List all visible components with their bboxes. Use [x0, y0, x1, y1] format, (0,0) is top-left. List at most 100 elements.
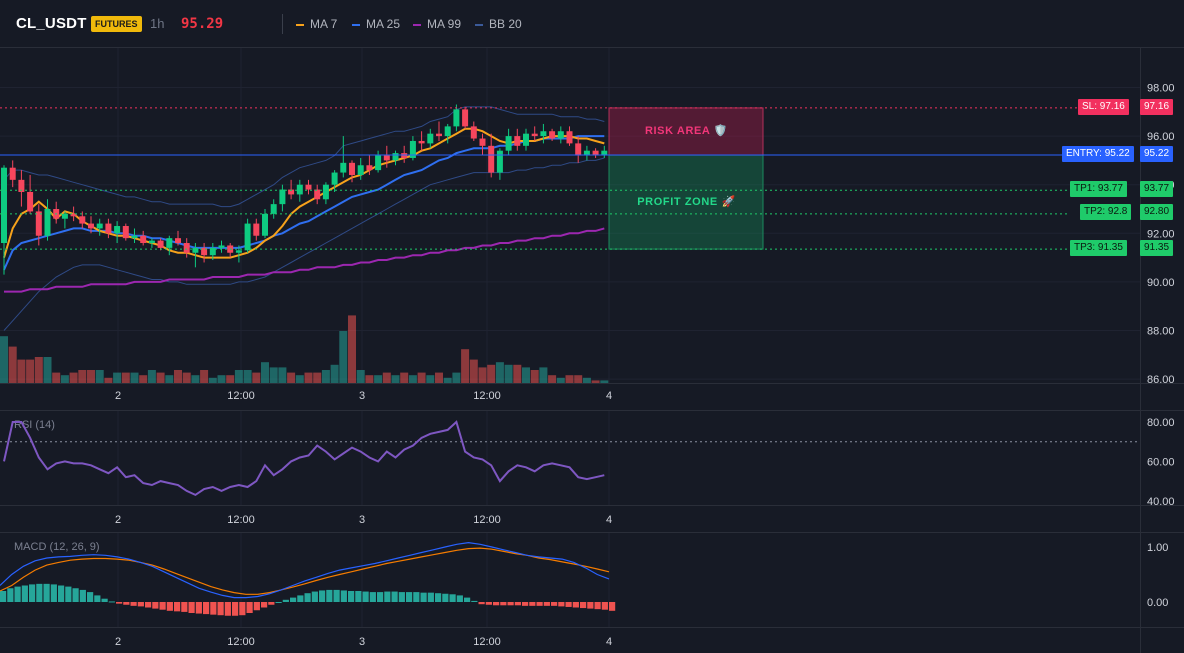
candle-body	[531, 133, 538, 137]
volume-bar	[0, 336, 8, 383]
macd-histogram-bar	[275, 602, 282, 603]
candle-body	[453, 109, 460, 127]
risk-area-zone[interactable]	[608, 107, 764, 156]
volume-bar	[43, 357, 52, 383]
macd-histogram-bar	[464, 597, 471, 602]
volume-bar	[556, 377, 565, 383]
candle-body	[366, 165, 373, 171]
macd-histogram-bar	[116, 602, 123, 604]
macd-histogram-bar	[456, 595, 463, 602]
candle-body	[79, 216, 86, 224]
candle-body	[270, 204, 277, 214]
macd-histogram-bar	[355, 591, 362, 602]
volume-bar	[304, 372, 313, 383]
candle-body	[44, 209, 51, 236]
timeframe-label[interactable]: 1h	[150, 16, 165, 31]
candle-body	[70, 213, 77, 217]
macd-histogram-bar	[50, 584, 57, 602]
candle-body	[192, 247, 199, 253]
volume-bar	[17, 359, 26, 383]
volume-bar	[582, 377, 591, 383]
rsi-pane[interactable]: 80.00 60.00 40.00 RSI (14)	[0, 417, 1175, 508]
volume-bar	[374, 375, 383, 383]
candle-body	[279, 189, 286, 205]
candle-body	[175, 238, 181, 244]
candle-body	[575, 143, 582, 156]
macd-histogram-bar	[188, 602, 195, 613]
macd-tick-label: 0.00	[1147, 597, 1168, 609]
volume-bar	[348, 315, 356, 383]
price-tick-label: 92.00	[1147, 228, 1175, 240]
tp2-axis-label: 92.80	[1140, 204, 1174, 220]
legend-ma7-label: MA 7	[310, 17, 338, 31]
macd-histogram-bar	[580, 602, 587, 609]
candle-body	[514, 136, 521, 146]
legend-ma99[interactable]: MA 99	[413, 0, 461, 48]
macd-pane[interactable]: 1.00 0.00 MACD (12, 26, 9)	[0, 541, 1168, 616]
macd-histogram-bar	[101, 598, 108, 602]
macd-histogram-bar	[21, 585, 28, 602]
macd-histogram-bar	[551, 602, 558, 606]
volume-bars	[0, 315, 609, 383]
legend-bb20[interactable]: BB 20	[475, 0, 522, 48]
volume-bar	[234, 370, 243, 383]
macd-histogram-bar	[36, 583, 43, 602]
volume-bar	[478, 367, 487, 383]
symbol-name[interactable]: CL_USDT	[16, 15, 87, 32]
bb-lower-line	[3, 157, 605, 331]
volume-bar	[78, 370, 87, 383]
candle-body	[314, 189, 321, 200]
candle-body	[235, 250, 242, 253]
last-price: 95.29	[181, 16, 224, 32]
legend-ma25-label: MA 25	[366, 17, 401, 31]
tp1-tag: TP1: 93.77	[1070, 181, 1127, 197]
time-tick-label: 12:00	[473, 390, 501, 402]
macd-histogram-bar	[536, 602, 543, 606]
volume-bar	[426, 375, 435, 383]
macd-histogram-bar	[326, 589, 333, 602]
time-tick-label: 3	[359, 390, 365, 402]
macd-histogram-bar	[261, 602, 268, 608]
legend-ma25[interactable]: MA 25	[352, 0, 400, 48]
rsi-title: RSI (14)	[14, 419, 55, 431]
candle-body	[340, 162, 347, 173]
futures-badge: FUTURES	[91, 16, 142, 32]
candle-body	[296, 184, 303, 195]
time-tick-label: 4	[606, 514, 612, 526]
macd-histogram-bar	[304, 593, 311, 602]
volume-bar	[400, 372, 409, 383]
macd-histogram-bar	[166, 602, 173, 611]
volume-bar	[461, 349, 470, 383]
macd-histogram-bar	[181, 602, 188, 612]
ma25-swatch	[352, 23, 360, 26]
macd-histogram-bar	[319, 590, 326, 602]
candle-body	[444, 126, 451, 137]
legend-ma99-label: MA 99	[427, 17, 462, 31]
macd-histogram-bar	[224, 602, 231, 616]
candle-body	[61, 213, 68, 219]
candle-body	[436, 133, 442, 137]
macd-histogram-bar	[406, 592, 413, 602]
tp1-axis-label: 93.77	[1140, 181, 1174, 197]
legend-ma7[interactable]: MA 7	[296, 0, 337, 48]
macd-histogram-bar	[529, 602, 536, 606]
macd-signal-line	[0, 547, 610, 595]
price-tick-label: 88.00	[1147, 326, 1175, 338]
macd-histogram-bar	[108, 601, 115, 603]
macd-histogram-bar	[282, 599, 289, 602]
macd-histogram-bar	[565, 602, 572, 607]
macd-histogram-bar	[65, 586, 72, 602]
volume-bar	[330, 364, 339, 383]
profit-zone[interactable]	[608, 154, 764, 250]
volume-bar	[226, 375, 235, 383]
risk-area-label: RISK AREA 🛡️	[644, 125, 729, 137]
ma99-swatch	[413, 23, 421, 26]
volume-bar	[69, 372, 78, 383]
macd-histogram-bar	[29, 584, 36, 602]
volume-bar	[548, 375, 557, 383]
volume-bar	[295, 375, 304, 383]
candle-body	[157, 240, 164, 248]
macd-histogram-bar	[377, 592, 384, 602]
